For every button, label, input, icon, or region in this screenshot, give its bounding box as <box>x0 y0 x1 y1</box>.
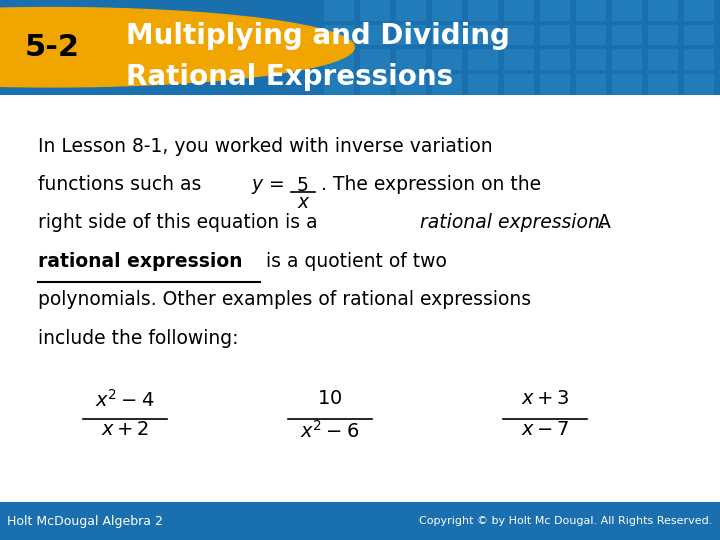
FancyBboxPatch shape <box>648 49 678 70</box>
Text: Copyright © by Holt Mc Dougal. All Rights Reserved.: Copyright © by Holt Mc Dougal. All Right… <box>420 516 713 526</box>
FancyBboxPatch shape <box>468 0 498 21</box>
FancyBboxPatch shape <box>360 25 390 45</box>
FancyBboxPatch shape <box>648 73 678 94</box>
Text: Holt McDougal Algebra 2: Holt McDougal Algebra 2 <box>7 515 163 528</box>
FancyBboxPatch shape <box>540 25 570 45</box>
FancyBboxPatch shape <box>468 49 498 70</box>
FancyBboxPatch shape <box>612 25 642 45</box>
FancyBboxPatch shape <box>324 25 354 45</box>
FancyBboxPatch shape <box>576 25 606 45</box>
FancyBboxPatch shape <box>396 0 426 21</box>
FancyBboxPatch shape <box>684 25 714 45</box>
FancyBboxPatch shape <box>684 49 714 70</box>
FancyBboxPatch shape <box>324 0 354 21</box>
FancyBboxPatch shape <box>684 0 714 21</box>
Text: right side of this equation is a: right side of this equation is a <box>38 213 323 233</box>
FancyBboxPatch shape <box>360 49 390 70</box>
Text: functions such as: functions such as <box>38 175 207 194</box>
Text: 5-2: 5-2 <box>24 33 79 62</box>
Text: Rational Expressions: Rational Expressions <box>126 64 453 91</box>
Text: rational expression: rational expression <box>38 252 243 271</box>
FancyBboxPatch shape <box>576 49 606 70</box>
Text: $x^2-4$: $x^2-4$ <box>95 389 155 411</box>
FancyBboxPatch shape <box>324 73 354 94</box>
FancyBboxPatch shape <box>504 0 534 21</box>
Text: $x^2-6$: $x^2-6$ <box>300 420 359 442</box>
Text: $x+2$: $x+2$ <box>101 420 149 439</box>
Text: =: = <box>269 175 284 194</box>
Text: . The expression on the: . The expression on the <box>321 175 541 194</box>
FancyBboxPatch shape <box>612 49 642 70</box>
FancyBboxPatch shape <box>360 0 390 21</box>
FancyBboxPatch shape <box>540 0 570 21</box>
FancyBboxPatch shape <box>360 73 390 94</box>
Text: $x+3$: $x+3$ <box>521 389 570 408</box>
Text: $x-7$: $x-7$ <box>521 420 570 439</box>
FancyBboxPatch shape <box>648 25 678 45</box>
Text: x: x <box>297 193 309 213</box>
FancyBboxPatch shape <box>504 73 534 94</box>
Text: y: y <box>251 175 262 194</box>
FancyBboxPatch shape <box>648 0 678 21</box>
FancyBboxPatch shape <box>576 0 606 21</box>
Text: Multiplying and Dividing: Multiplying and Dividing <box>126 22 510 50</box>
FancyBboxPatch shape <box>432 49 462 70</box>
FancyBboxPatch shape <box>612 73 642 94</box>
FancyBboxPatch shape <box>468 73 498 94</box>
FancyBboxPatch shape <box>576 73 606 94</box>
FancyBboxPatch shape <box>612 0 642 21</box>
FancyBboxPatch shape <box>504 25 534 45</box>
FancyBboxPatch shape <box>504 49 534 70</box>
FancyBboxPatch shape <box>0 502 720 540</box>
FancyBboxPatch shape <box>432 0 462 21</box>
Text: include the following:: include the following: <box>38 329 238 348</box>
Text: 5: 5 <box>297 176 309 195</box>
FancyBboxPatch shape <box>396 25 426 45</box>
FancyBboxPatch shape <box>432 73 462 94</box>
FancyBboxPatch shape <box>432 25 462 45</box>
Text: In Lesson 8-1, you worked with inverse variation: In Lesson 8-1, you worked with inverse v… <box>38 137 492 156</box>
FancyBboxPatch shape <box>396 73 426 94</box>
Text: is a quotient of two: is a quotient of two <box>260 252 447 271</box>
Text: polynomials. Other examples of rational expressions: polynomials. Other examples of rational … <box>38 291 531 309</box>
FancyBboxPatch shape <box>684 73 714 94</box>
FancyBboxPatch shape <box>540 73 570 94</box>
Text: $10$: $10$ <box>318 389 343 408</box>
FancyBboxPatch shape <box>468 25 498 45</box>
FancyBboxPatch shape <box>0 0 720 94</box>
Text: A: A <box>592 213 611 233</box>
FancyBboxPatch shape <box>324 49 354 70</box>
FancyBboxPatch shape <box>396 49 426 70</box>
FancyBboxPatch shape <box>540 49 570 70</box>
Circle shape <box>0 8 354 87</box>
Text: rational expression.: rational expression. <box>420 213 606 233</box>
